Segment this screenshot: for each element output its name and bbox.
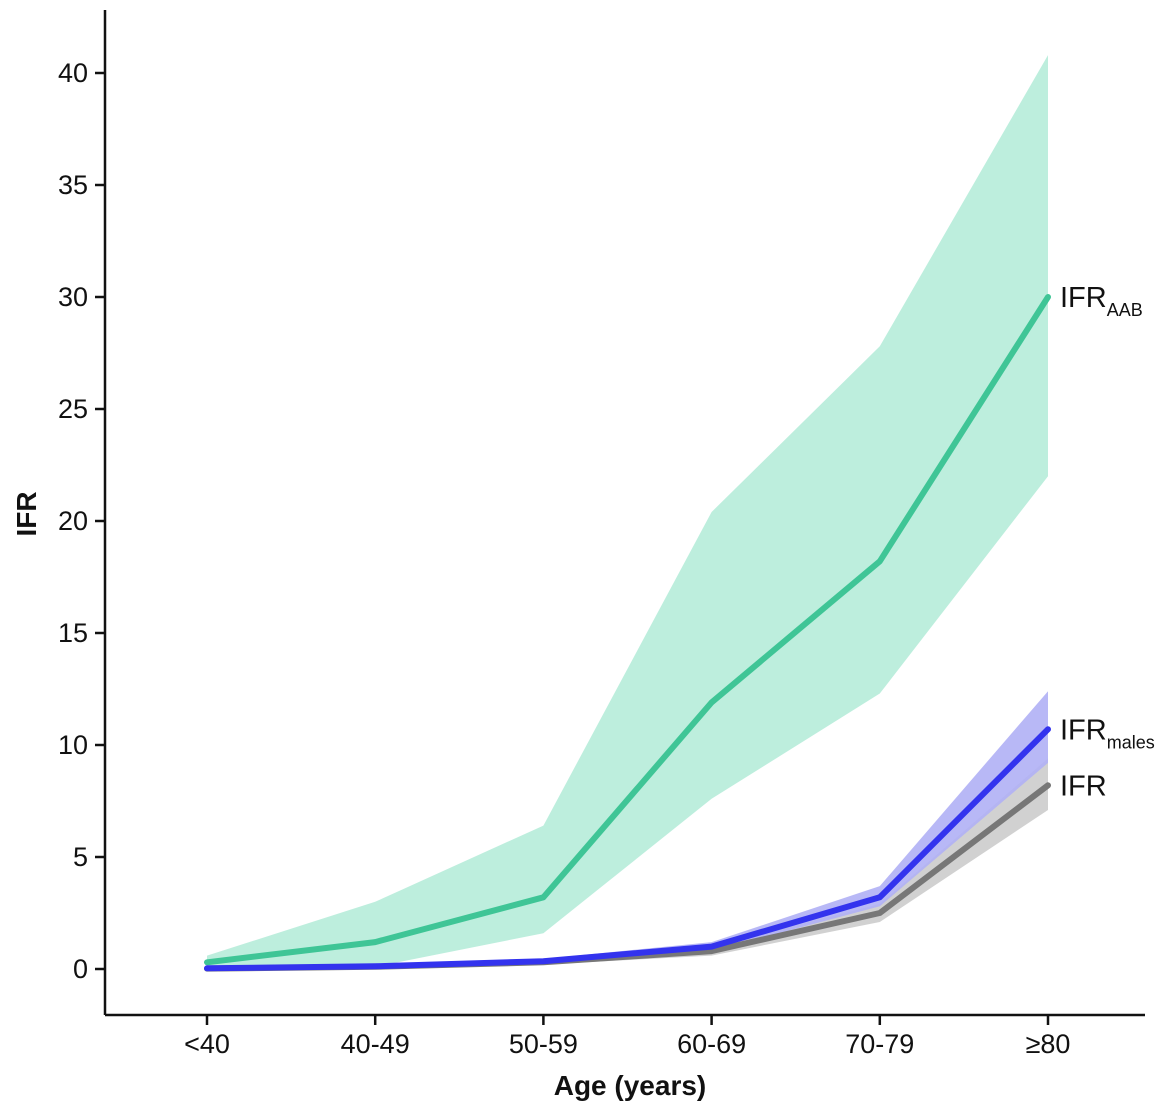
point-males	[204, 965, 210, 971]
series-end-labels: IFRAAB IFR IFRmales	[1060, 282, 1155, 802]
point-overall	[709, 948, 715, 954]
point-overall	[1045, 782, 1051, 788]
point-males	[540, 958, 546, 964]
x-tick-label: 50-59	[509, 1029, 578, 1059]
band-aab	[207, 55, 1048, 970]
label-overall: IFR	[1060, 770, 1107, 802]
point-aab	[204, 959, 210, 965]
x-ticks: <40 40-49 50-59 60-69 70-79 ≥80	[184, 1015, 1070, 1059]
y-ticks: 0 5 10 15 20 25 30 35 40	[58, 58, 105, 984]
x-tick-label: 40-49	[341, 1029, 410, 1059]
y-tick-label: 30	[58, 282, 88, 312]
point-males	[877, 894, 883, 900]
line-aab	[204, 294, 1051, 966]
point-aab	[877, 558, 883, 564]
line-males	[204, 726, 1051, 972]
y-tick-label: 0	[73, 954, 88, 984]
x-tick-label: <40	[184, 1029, 230, 1059]
y-tick-label: 15	[58, 618, 88, 648]
y-tick-label: 10	[58, 730, 88, 760]
point-males	[709, 944, 715, 950]
y-tick-label: 20	[58, 506, 88, 536]
y-tick-label: 5	[73, 842, 88, 872]
point-aab	[709, 699, 715, 705]
point-aab	[540, 894, 546, 900]
series-lines	[204, 294, 1051, 972]
point-males	[372, 963, 378, 969]
y-tick-label: 35	[58, 170, 88, 200]
point-males	[1045, 726, 1051, 732]
axes	[103, 10, 1145, 1017]
y-axis-title: IFR	[11, 491, 42, 536]
point-overall	[877, 910, 883, 916]
x-axis-title: Age (years)	[554, 1070, 707, 1101]
y-tick-label: 25	[58, 394, 88, 424]
label-males: IFRmales	[1060, 714, 1155, 752]
point-aab	[372, 939, 378, 945]
label-aab: IFRAAB	[1060, 282, 1143, 320]
x-tick-label: 60-69	[677, 1029, 746, 1059]
point-aab	[1045, 294, 1051, 300]
x-tick-label: 70-79	[845, 1029, 914, 1059]
confidence-bands	[207, 55, 1048, 970]
x-tick-label: ≥80	[1026, 1029, 1071, 1059]
y-tick-label: 40	[58, 58, 88, 88]
